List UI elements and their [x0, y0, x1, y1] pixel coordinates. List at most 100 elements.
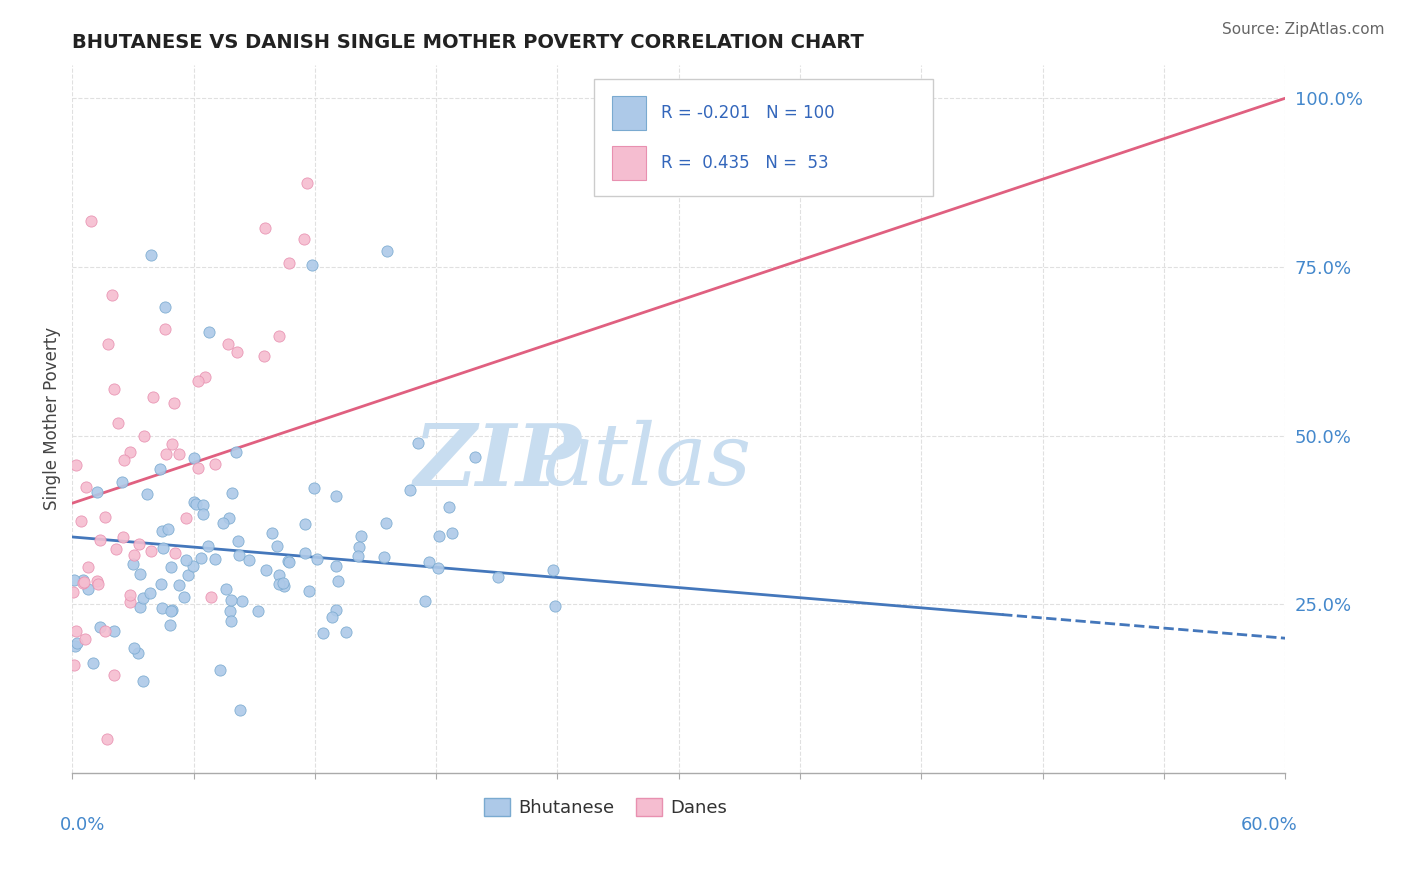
Point: [427, 529, 450, 543]
Point: [267, 567, 290, 582]
Point: [80, 213, 103, 227]
Point: [97, 337, 120, 351]
Point: [187, 460, 209, 475]
Point: [204, 457, 226, 471]
Point: [194, 370, 217, 384]
Point: [325, 558, 347, 573]
Point: [159, 604, 181, 618]
Point: [253, 220, 276, 235]
Point: [418, 556, 440, 570]
Point: [128, 537, 150, 551]
Point: [375, 244, 398, 258]
Point: [167, 578, 190, 592]
Point: [118, 588, 141, 602]
Point: [218, 510, 240, 524]
Point: [77, 560, 100, 574]
Point: [73, 632, 96, 646]
Point: [82, 656, 104, 670]
Point: [294, 546, 316, 560]
Point: [177, 567, 200, 582]
Point: [183, 495, 205, 509]
Point: [118, 445, 141, 459]
Point: [231, 593, 253, 607]
Point: [437, 500, 460, 514]
Point: [544, 599, 567, 614]
Point: [156, 522, 179, 536]
Point: [221, 615, 243, 629]
Point: [112, 453, 135, 467]
Text: R =  0.435   N =  53: R = 0.435 N = 53: [661, 154, 828, 172]
Point: [159, 559, 181, 574]
Point: [86, 484, 108, 499]
Text: ZIP: ZIP: [413, 419, 582, 503]
Point: [440, 525, 463, 540]
Point: [122, 557, 145, 571]
Point: [254, 563, 277, 577]
Point: [76, 582, 98, 596]
Point: [150, 601, 173, 615]
Point: [132, 591, 155, 605]
Point: [273, 579, 295, 593]
Point: [100, 288, 122, 302]
Point: [183, 451, 205, 466]
Point: [335, 625, 357, 640]
Point: [298, 583, 321, 598]
Point: [96, 732, 118, 747]
Point: [347, 540, 370, 554]
Point: [72, 575, 94, 590]
Point: [129, 600, 152, 615]
Point: [176, 552, 198, 566]
Point: [215, 582, 238, 596]
Point: [132, 429, 155, 443]
Point: [209, 663, 232, 677]
Point: [267, 576, 290, 591]
Point: [153, 321, 176, 335]
Point: [228, 703, 250, 717]
Text: BHUTANESE VS DANISH SINGLE MOTHER POVERTY CORRELATION CHART: BHUTANESE VS DANISH SINGLE MOTHER POVERT…: [72, 33, 865, 52]
Point: [190, 551, 212, 566]
Point: [107, 416, 129, 430]
Point: [225, 445, 247, 459]
Point: [321, 610, 343, 624]
Point: [139, 248, 162, 262]
Y-axis label: Single Mother Poverty: Single Mother Poverty: [44, 327, 60, 510]
Point: [295, 177, 318, 191]
Point: [127, 646, 149, 660]
Point: [89, 533, 111, 548]
Point: [312, 626, 335, 640]
Text: Source: ZipAtlas.com: Source: ZipAtlas.com: [1222, 22, 1385, 37]
Point: [193, 498, 215, 512]
Point: [139, 586, 162, 600]
Point: [399, 483, 422, 497]
Point: [163, 395, 186, 409]
Point: [212, 516, 235, 531]
Point: [292, 232, 315, 246]
Point: [346, 549, 368, 563]
Point: [200, 591, 222, 605]
Point: [152, 541, 174, 556]
Point: [132, 673, 155, 688]
Point: [160, 437, 183, 451]
Point: [94, 624, 117, 639]
Point: [301, 258, 323, 272]
Point: [62, 573, 84, 587]
Point: [266, 540, 288, 554]
Text: 0.0%: 0.0%: [60, 815, 105, 834]
Point: [427, 560, 450, 574]
Point: [183, 558, 205, 573]
FancyBboxPatch shape: [593, 78, 934, 195]
Point: [373, 549, 395, 564]
Point: [167, 446, 190, 460]
Point: [238, 553, 260, 567]
Point: [160, 603, 183, 617]
Point: [75, 480, 97, 494]
Point: [253, 349, 276, 363]
FancyBboxPatch shape: [612, 146, 645, 180]
Point: [325, 489, 347, 503]
Point: [217, 337, 239, 351]
Point: [62, 584, 84, 599]
Point: [173, 590, 195, 604]
Point: [486, 570, 509, 584]
Point: [197, 539, 219, 553]
Point: [187, 374, 209, 388]
